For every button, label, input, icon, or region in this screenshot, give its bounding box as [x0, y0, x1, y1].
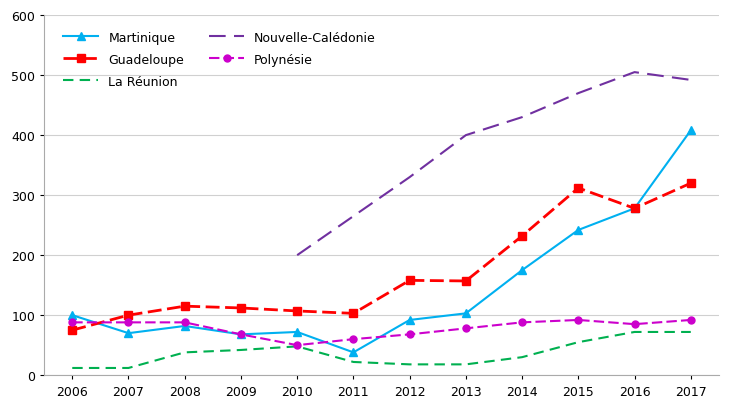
- Martinique: [574, 228, 583, 233]
- Guadeloupe: [180, 304, 189, 309]
- Polynésie: [686, 318, 695, 323]
- Line: Nouvelle-Calédonie: Nouvelle-Calédonie: [297, 73, 691, 256]
- Guadeloupe: [686, 181, 695, 186]
- Polynésie: [293, 343, 301, 348]
- Polynésie: [124, 320, 133, 325]
- Line: Polynésie: Polynésie: [69, 317, 694, 349]
- Guadeloupe: [630, 207, 639, 211]
- Martinique: [68, 313, 77, 318]
- Guadeloupe: [349, 311, 358, 316]
- Martinique: [180, 324, 189, 328]
- Nouvelle-Calédonie: [686, 78, 695, 83]
- Polynésie: [461, 326, 470, 331]
- Line: Martinique: Martinique: [68, 127, 695, 357]
- La Réunion: [518, 355, 526, 360]
- Nouvelle-Calédonie: [405, 175, 414, 180]
- Guadeloupe: [574, 186, 583, 191]
- La Réunion: [68, 366, 77, 371]
- Line: Guadeloupe: Guadeloupe: [68, 180, 695, 335]
- Polynésie: [405, 332, 414, 337]
- Polynésie: [518, 320, 526, 325]
- Martinique: [124, 331, 133, 336]
- Nouvelle-Calédonie: [630, 70, 639, 75]
- La Réunion: [405, 362, 414, 367]
- Nouvelle-Calédonie: [293, 253, 301, 258]
- La Réunion: [686, 330, 695, 335]
- Guadeloupe: [124, 313, 133, 318]
- Nouvelle-Calédonie: [461, 133, 470, 138]
- La Réunion: [124, 366, 133, 371]
- Polynésie: [68, 320, 77, 325]
- Nouvelle-Calédonie: [518, 115, 526, 120]
- Martinique: [293, 330, 301, 335]
- Martinique: [686, 128, 695, 133]
- Martinique: [405, 318, 414, 323]
- Guadeloupe: [293, 309, 301, 314]
- La Réunion: [461, 362, 470, 367]
- La Réunion: [293, 344, 301, 349]
- Polynésie: [349, 337, 358, 342]
- Martinique: [237, 332, 245, 337]
- Martinique: [630, 207, 639, 211]
- Line: La Réunion: La Réunion: [72, 332, 691, 368]
- Martinique: [518, 268, 526, 273]
- Martinique: [461, 311, 470, 316]
- Polynésie: [237, 332, 245, 337]
- Guadeloupe: [237, 306, 245, 311]
- Polynésie: [180, 320, 189, 325]
- Polynésie: [630, 322, 639, 327]
- Legend: Martinique, Guadeloupe, La Réunion, Nouvelle-Calédonie, Polynésie: Martinique, Guadeloupe, La Réunion, Nouv…: [57, 26, 382, 95]
- Nouvelle-Calédonie: [574, 92, 583, 97]
- Guadeloupe: [461, 279, 470, 284]
- La Réunion: [237, 348, 245, 353]
- Guadeloupe: [518, 234, 526, 239]
- Guadeloupe: [68, 328, 77, 333]
- Polynésie: [574, 318, 583, 323]
- Martinique: [349, 350, 358, 355]
- La Réunion: [349, 360, 358, 364]
- La Réunion: [180, 350, 189, 355]
- La Réunion: [574, 340, 583, 345]
- Guadeloupe: [405, 278, 414, 283]
- La Réunion: [630, 330, 639, 335]
